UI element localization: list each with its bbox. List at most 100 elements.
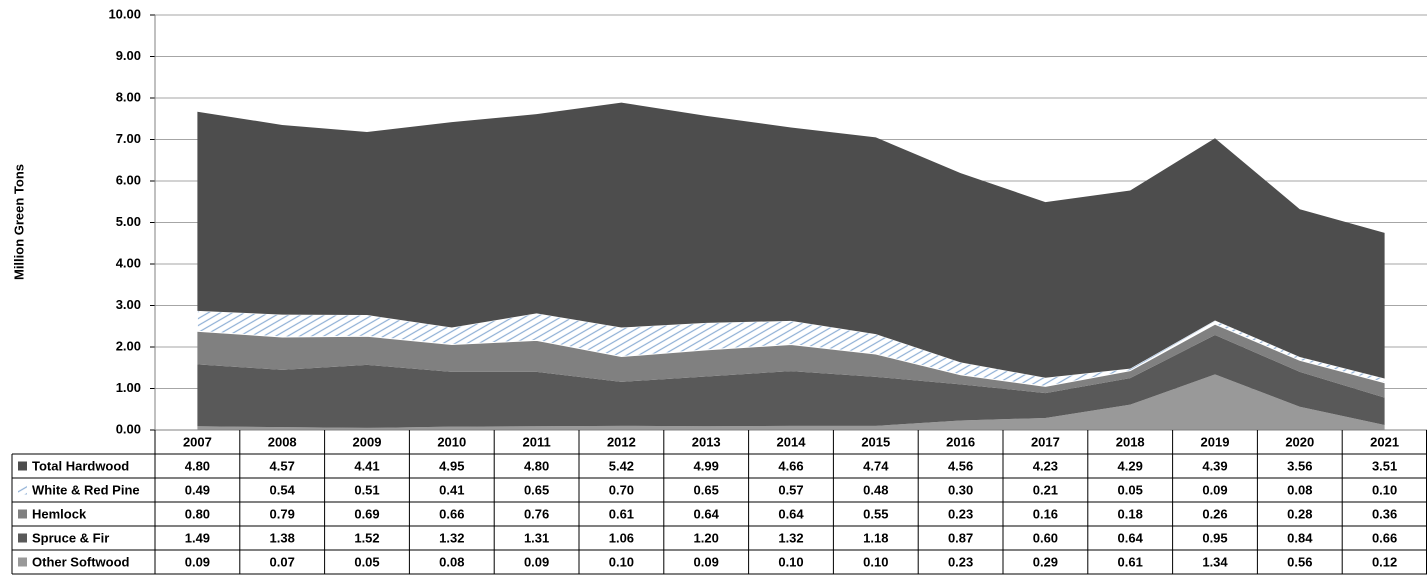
table-cell: 0.10	[863, 554, 888, 569]
table-cell: 1.38	[270, 530, 295, 545]
table-cell: 0.80	[185, 506, 210, 521]
table-cell: 0.10	[1372, 482, 1397, 497]
table-cell: 0.09	[185, 554, 210, 569]
x-tick-label: 2014	[777, 434, 807, 449]
table-cell: 3.51	[1372, 458, 1397, 473]
table-cell: 0.60	[1033, 530, 1058, 545]
table-cell: 0.51	[354, 482, 379, 497]
table-cell: 3.56	[1287, 458, 1312, 473]
y-tick-label: 6.00	[116, 172, 141, 187]
table-cell: 0.95	[1202, 530, 1227, 545]
table-cell: 0.41	[439, 482, 464, 497]
y-axis-title: Million Green Tons	[11, 164, 26, 280]
table-cell: 1.34	[1202, 554, 1228, 569]
table-cell: 5.42	[609, 458, 634, 473]
table-cell: 0.70	[609, 482, 634, 497]
table-cell: 4.41	[354, 458, 379, 473]
table-cell: 0.64	[1118, 530, 1144, 545]
table-cell: 0.05	[1118, 482, 1143, 497]
table-cell: 4.57	[270, 458, 295, 473]
table-cell: 0.10	[778, 554, 803, 569]
table-cell: 0.64	[778, 506, 804, 521]
table-cell: 0.29	[1033, 554, 1058, 569]
y-tick-label: 2.00	[116, 338, 141, 353]
table-cell: 0.26	[1202, 506, 1227, 521]
y-tick-label: 3.00	[116, 297, 141, 312]
table-cell: 0.09	[1202, 482, 1227, 497]
table-cell: 0.69	[354, 506, 379, 521]
legend-label: Other Softwood	[32, 554, 130, 569]
table-cell: 0.09	[524, 554, 549, 569]
table-cell: 4.56	[948, 458, 973, 473]
x-tick-label: 2020	[1285, 434, 1314, 449]
legend-swatch	[18, 461, 27, 471]
table-cell: 0.30	[948, 482, 973, 497]
x-tick-label: 2008	[268, 434, 297, 449]
table-cell: 0.05	[354, 554, 379, 569]
table-cell: 0.64	[694, 506, 720, 521]
table-cell: 0.56	[1287, 554, 1312, 569]
table-cell: 4.95	[439, 458, 464, 473]
table-cell: 0.54	[270, 482, 296, 497]
table-cell: 0.79	[270, 506, 295, 521]
y-tick-label: 9.00	[116, 48, 141, 63]
table-cell: 4.29	[1118, 458, 1143, 473]
table-cell: 0.18	[1118, 506, 1143, 521]
table-cell: 0.16	[1033, 506, 1058, 521]
table-cell: 0.21	[1033, 482, 1058, 497]
table-cell: 0.65	[524, 482, 549, 497]
area	[197, 374, 1385, 430]
y-tick-label: 10.00	[108, 6, 141, 21]
table-cell: 4.80	[524, 458, 549, 473]
table-cell: 0.87	[948, 530, 973, 545]
y-tick-label: 1.00	[116, 380, 141, 395]
x-tick-label: 2010	[437, 434, 466, 449]
table-cell: 4.23	[1033, 458, 1058, 473]
table-cell: 0.76	[524, 506, 549, 521]
table-cell: 0.65	[694, 482, 719, 497]
x-tick-label: 2021	[1370, 434, 1399, 449]
table-cell: 0.23	[948, 554, 973, 569]
table-cell: 0.55	[863, 506, 888, 521]
legend-swatch	[18, 533, 27, 543]
legend-swatch	[18, 557, 27, 567]
table-cell: 0.07	[270, 554, 295, 569]
table-cell: 0.66	[1372, 530, 1397, 545]
table-cell: 1.20	[694, 530, 719, 545]
x-tick-label: 2018	[1116, 434, 1145, 449]
legend-label: White & Red Pine	[32, 482, 140, 497]
x-tick-label: 2017	[1031, 434, 1060, 449]
x-tick-label: 2011	[522, 434, 550, 449]
x-tick-label: 2007	[183, 434, 212, 449]
table-cell: 0.09	[694, 554, 719, 569]
table-cell: 0.08	[1287, 482, 1312, 497]
area	[197, 334, 1385, 428]
table-cell: 0.84	[1287, 530, 1313, 545]
table-cell: 0.49	[185, 482, 210, 497]
table-cell: 0.57	[778, 482, 803, 497]
table-cell: 0.28	[1287, 506, 1312, 521]
table-cell: 1.18	[863, 530, 888, 545]
table-cell: 0.12	[1372, 554, 1397, 569]
y-tick-label: 7.00	[116, 131, 141, 146]
x-tick-label: 2019	[1201, 434, 1230, 449]
x-tick-label: 2016	[946, 434, 975, 449]
table-cell: 4.66	[778, 458, 803, 473]
table-cell: 1.52	[354, 530, 379, 545]
table-cell: 4.99	[694, 458, 719, 473]
table-cell: 4.80	[185, 458, 210, 473]
table-cell: 4.74	[863, 458, 889, 473]
table-cell: 0.66	[439, 506, 464, 521]
legend-swatch	[18, 485, 27, 495]
x-tick-label: 2013	[692, 434, 721, 449]
legend-label: Spruce & Fir	[32, 530, 109, 545]
y-tick-label: 4.00	[116, 255, 141, 270]
table-cell: 1.31	[524, 530, 549, 545]
table-cell: 1.32	[439, 530, 464, 545]
table-cell: 0.10	[609, 554, 634, 569]
table-cell: 0.08	[439, 554, 464, 569]
table-cell: 1.32	[778, 530, 803, 545]
table-cell: 0.36	[1372, 506, 1397, 521]
table-cell: 1.06	[609, 530, 634, 545]
table-cell: 0.61	[1118, 554, 1143, 569]
